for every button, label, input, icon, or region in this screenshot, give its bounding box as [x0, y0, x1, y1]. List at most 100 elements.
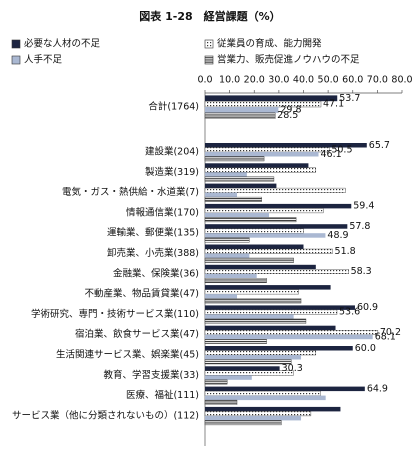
y-tick-label: 運輸業、郵便業(135) — [107, 227, 199, 239]
y-tick-label: 教育、学習支援業(33) — [103, 369, 199, 381]
bar — [204, 100, 322, 108]
bar — [204, 309, 338, 315]
bar — [204, 208, 324, 214]
x-tick-label: 80.0 — [391, 75, 412, 86]
bar — [204, 420, 282, 426]
bar — [205, 346, 353, 351]
bar — [205, 152, 319, 157]
data-label: 28.5 — [277, 110, 298, 121]
y-tick-label: 情報通信業(170) — [126, 206, 199, 218]
x-tick-label: 20.0 — [244, 75, 265, 86]
y-tick-label: 金融業、保険業(36) — [113, 267, 199, 279]
data-label: 48.9 — [327, 230, 348, 241]
data-label: 53.7 — [339, 93, 360, 104]
y-tick-label: サービス業（他に分類されないもの）(112) — [12, 409, 199, 421]
bar — [205, 273, 257, 279]
bar — [205, 406, 341, 412]
y-tick-label: 電気・ガス・熱供給・水道業(7) — [62, 186, 199, 198]
data-label: 46.1 — [321, 149, 342, 160]
data-label: 29.8 — [280, 104, 301, 115]
legend-label: 人手不足 — [24, 54, 63, 66]
bar — [204, 339, 267, 344]
bar — [204, 318, 307, 324]
legend-label: 従業員の育成、能力開発 — [217, 38, 322, 50]
data-label: 50.5 — [331, 144, 352, 155]
bar — [204, 156, 265, 162]
data-label: 58.3 — [351, 266, 372, 277]
y-tick-label: 卸売業、小売業(388) — [107, 247, 199, 259]
x-tick-label: 70.0 — [367, 75, 388, 86]
data-label: 60.0 — [355, 343, 376, 354]
y-tick-label: 学術研究、専門・技術サービス業(110) — [31, 308, 199, 320]
y-tick-label: 生活関連サービス業、娯楽業(45) — [56, 349, 199, 361]
bar — [205, 163, 309, 168]
y-tick-label: 宿泊業、飲食サービス業(47) — [75, 328, 199, 340]
bar — [204, 289, 299, 295]
bar — [205, 253, 250, 258]
data-label: 51.8 — [335, 246, 356, 257]
bar — [205, 224, 348, 229]
bar — [204, 228, 304, 234]
data-label: 57.8 — [349, 221, 370, 232]
legend-swatch — [204, 55, 214, 65]
x-tick-label: 40.0 — [293, 75, 314, 86]
bar — [204, 350, 317, 356]
data-label: 60.9 — [357, 302, 378, 313]
bar — [205, 212, 270, 218]
bar — [204, 359, 292, 365]
bar — [204, 298, 302, 304]
legend-label: 必要な人材の不足 — [24, 38, 101, 50]
y-tick-label: 合計(1764) — [148, 101, 199, 113]
bar — [204, 257, 294, 263]
bar — [205, 314, 294, 319]
bar — [205, 294, 238, 299]
bar — [204, 370, 294, 376]
legend-swatch — [204, 39, 214, 49]
bar — [204, 399, 238, 405]
bar — [205, 334, 373, 340]
bar — [205, 415, 302, 421]
bar — [204, 330, 379, 335]
bar — [204, 112, 276, 119]
bar — [205, 325, 336, 331]
bar — [205, 305, 355, 310]
x-tick-label: 50.0 — [318, 75, 339, 86]
bar — [205, 395, 326, 401]
bar — [204, 167, 317, 173]
bar — [205, 95, 338, 102]
bar — [204, 176, 275, 182]
data-label: 47.1 — [323, 99, 344, 110]
bar — [205, 355, 302, 360]
data-label: 65.7 — [369, 140, 390, 151]
data-label: 53.6 — [339, 307, 360, 318]
bar — [205, 264, 316, 270]
bar — [204, 147, 330, 153]
bar — [205, 192, 238, 198]
data-label: 68.1 — [375, 331, 396, 342]
bar — [205, 203, 352, 209]
bar — [205, 233, 326, 238]
x-tick-label: 0.0 — [197, 75, 212, 86]
chart-title: 図表 1-28 経営課題（%） — [139, 9, 280, 23]
legend-swatch — [11, 55, 21, 65]
legend-swatch — [11, 39, 21, 49]
data-label: 59.4 — [353, 201, 374, 212]
bar — [205, 244, 304, 249]
y-tick-label: 建設業(204) — [145, 146, 199, 158]
y-tick-label: 医療、福祉(111) — [126, 389, 199, 401]
bar — [205, 375, 252, 380]
bar — [204, 217, 297, 223]
bar — [204, 390, 321, 396]
bar — [205, 143, 367, 148]
y-tick-label: 不動産業、物品賃貸業(47) — [84, 288, 199, 300]
bar — [204, 187, 346, 193]
x-tick-label: 60.0 — [342, 75, 363, 86]
bar — [205, 172, 247, 177]
bar — [204, 196, 262, 202]
bar — [204, 269, 349, 274]
bar — [204, 278, 267, 283]
legend-label: 営業力、販売促進ノウハウの不足 — [217, 54, 360, 66]
bar — [204, 237, 250, 243]
